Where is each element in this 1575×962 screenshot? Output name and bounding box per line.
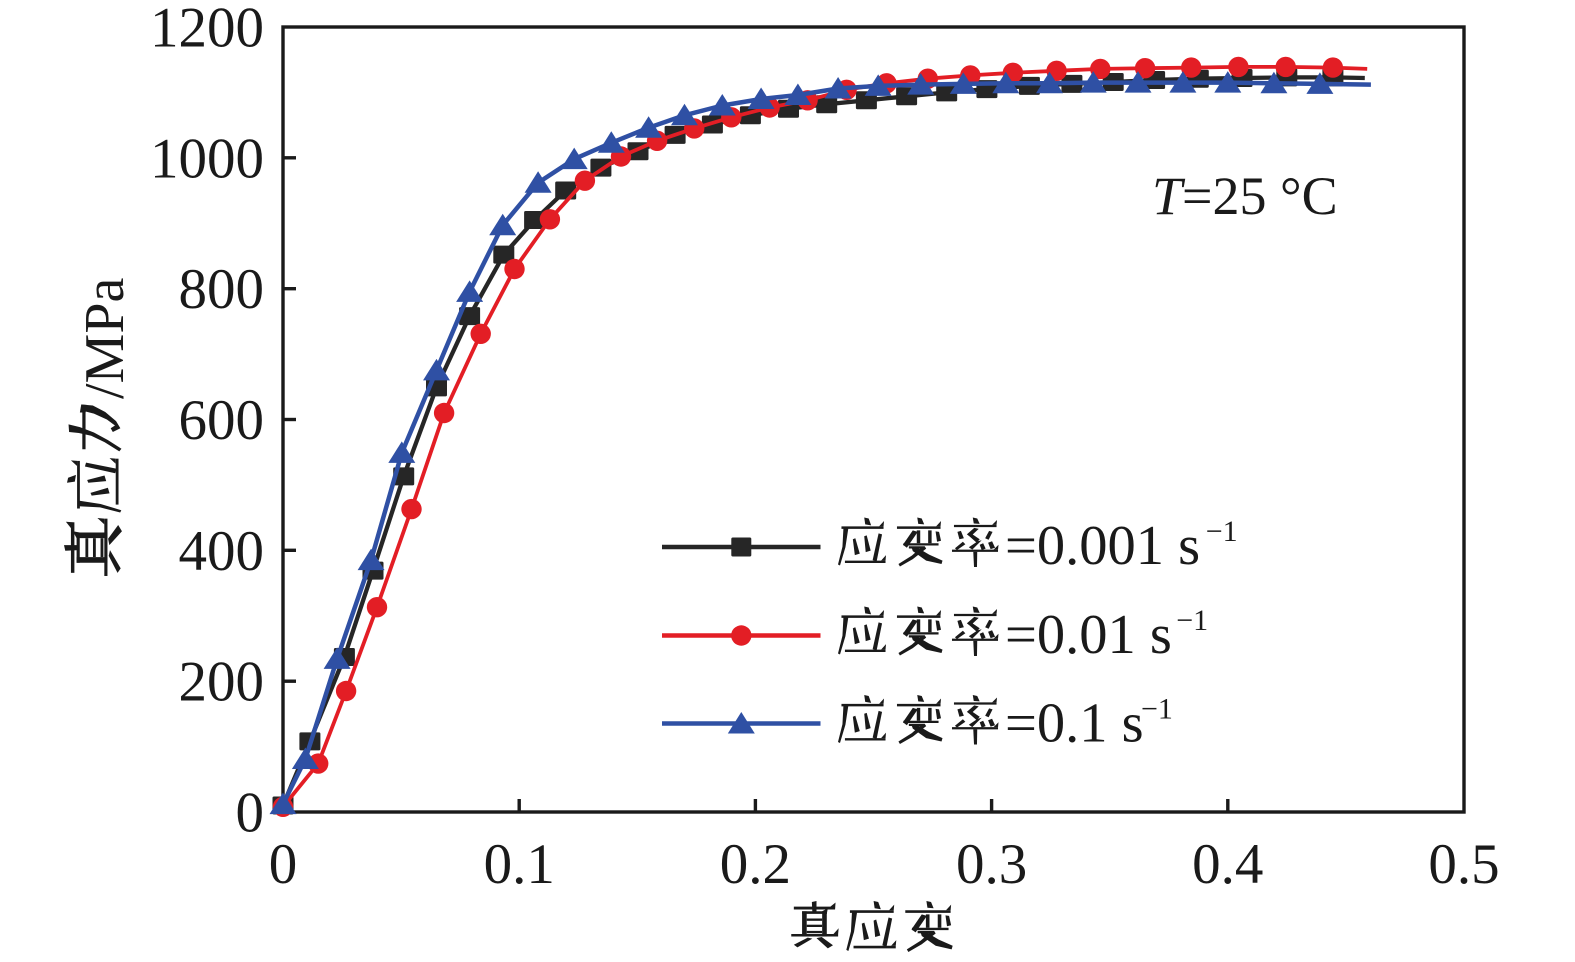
svg-text:=0.001 s: =0.001 s	[1005, 515, 1200, 577]
svg-text:0: 0	[269, 833, 298, 896]
svg-text:600: 600	[179, 389, 265, 452]
svg-text:−1: −1	[1206, 515, 1238, 548]
svg-text:T=25 °C: T=25 °C	[1152, 166, 1338, 226]
svg-text:400: 400	[179, 520, 265, 583]
svg-text:−1: −1	[1176, 604, 1208, 637]
svg-text:1200: 1200	[150, 0, 264, 60]
svg-text:0: 0	[236, 782, 265, 845]
svg-text:=0.1 s: =0.1 s	[1005, 693, 1144, 755]
svg-text:800: 800	[179, 258, 265, 321]
svg-text:0.5: 0.5	[1428, 833, 1499, 896]
svg-text:/MPa: /MPa	[74, 278, 136, 399]
svg-text:0.2: 0.2	[720, 833, 791, 896]
svg-text:200: 200	[179, 651, 265, 714]
svg-text:−1: −1	[1141, 693, 1173, 726]
svg-text:0.3: 0.3	[956, 833, 1027, 896]
svg-text:1000: 1000	[150, 127, 264, 190]
svg-text:=0.01 s: =0.01 s	[1005, 604, 1172, 666]
svg-text:0.4: 0.4	[1192, 833, 1263, 896]
svg-text:0.1: 0.1	[484, 833, 555, 896]
